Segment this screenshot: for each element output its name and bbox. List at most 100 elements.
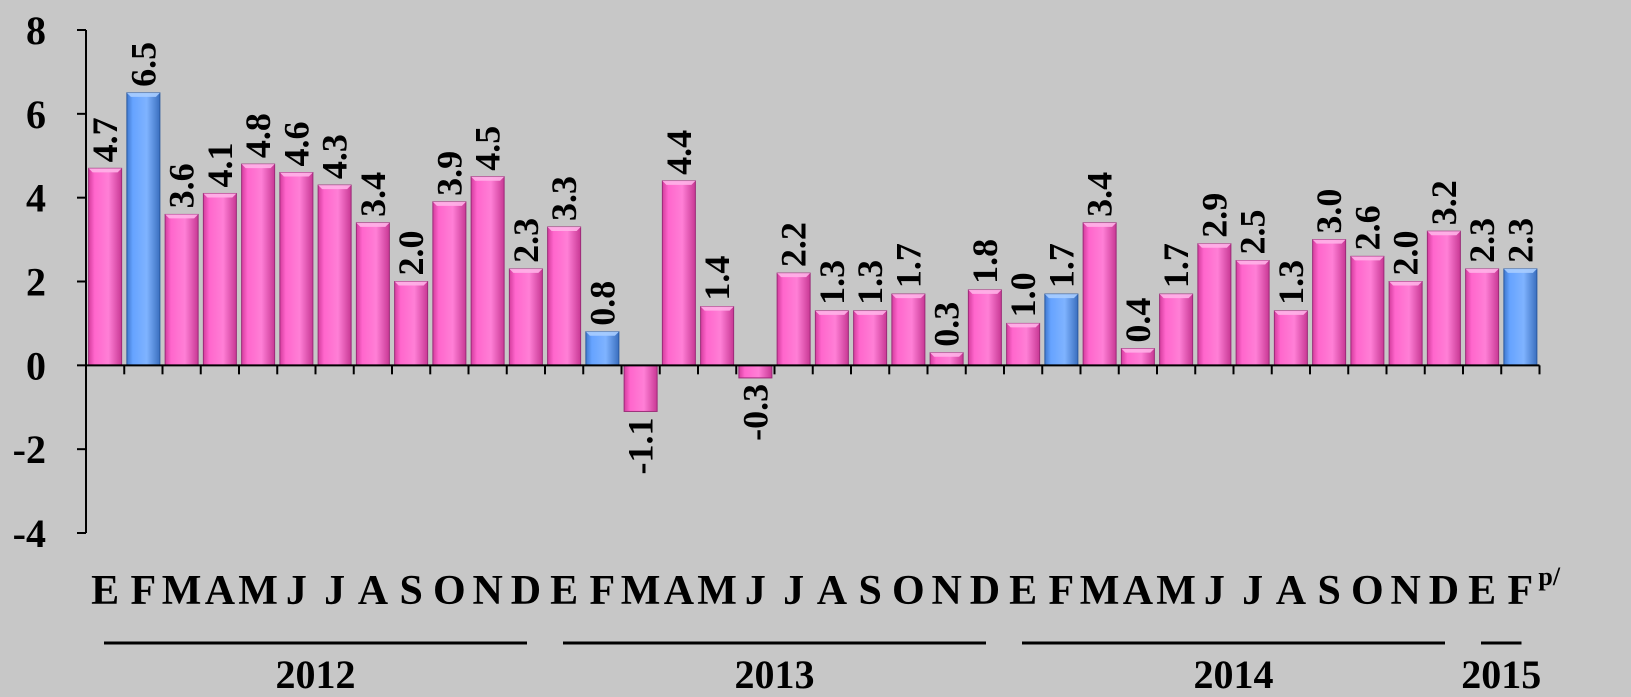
bar-top-bevel	[1006, 323, 1040, 328]
bar	[891, 293, 926, 366]
bar-top-bevel	[853, 310, 887, 315]
value-label: 4.5	[468, 126, 508, 171]
value-label: 2.0	[1386, 231, 1426, 276]
month-label: E	[1468, 568, 1496, 614]
bar	[1159, 293, 1194, 366]
bar-top-bevel	[662, 180, 696, 185]
value-label: 1.3	[850, 260, 890, 305]
bar-top-bevel	[471, 176, 505, 181]
value-label: 3.0	[1309, 189, 1349, 234]
bar	[1082, 222, 1117, 366]
bar	[164, 213, 199, 366]
value-label: 4.8	[238, 113, 278, 158]
month-label: M	[162, 568, 202, 614]
value-label: 4.7	[85, 117, 125, 162]
value-label: -1.1	[621, 417, 661, 474]
bar	[700, 306, 735, 366]
year-label: 2013	[735, 652, 815, 697]
value-label: 2.5	[1233, 210, 1273, 255]
value-label: 4.3	[315, 134, 355, 179]
month-label: E	[91, 568, 119, 614]
value-label: 3.4	[1080, 172, 1120, 217]
month-label: D	[970, 568, 1000, 614]
bar-highlighted	[126, 92, 161, 366]
bar-top-bevel	[394, 281, 428, 286]
month-label: F	[1049, 568, 1075, 614]
bar-top-bevel	[1044, 294, 1078, 299]
y-tick-label: -4	[13, 511, 46, 556]
bar	[279, 172, 314, 366]
bar	[1197, 243, 1232, 366]
value-label: 6.5	[123, 42, 163, 87]
y-tick-label: -2	[13, 427, 46, 472]
value-label: 1.4	[697, 256, 737, 301]
value-label: 3.4	[353, 172, 393, 217]
bar	[776, 272, 811, 366]
bar-top-bevel	[318, 185, 352, 190]
value-label: 0.3	[927, 302, 967, 347]
value-label: 0.4	[1118, 298, 1158, 343]
value-label: -0.3	[735, 384, 775, 441]
month-label: O	[1351, 568, 1384, 614]
bar	[317, 184, 352, 366]
value-label: 3.2	[1424, 180, 1464, 225]
month-label: J	[783, 568, 804, 614]
month-label: J	[286, 568, 307, 614]
value-label: 1.3	[1271, 260, 1311, 305]
month-label: D	[511, 568, 541, 614]
month-label: N	[931, 568, 961, 614]
bar-top-bevel	[1159, 294, 1193, 299]
year-label: 2014	[1194, 652, 1274, 697]
bars	[88, 92, 1538, 412]
bar-top-bevel	[930, 352, 964, 357]
bar	[88, 167, 123, 366]
bar-top-bevel	[968, 289, 1002, 294]
month-label: F	[590, 568, 616, 614]
x-axis	[85, 364, 1541, 375]
month-label: F	[131, 568, 157, 614]
value-label: 3.9	[429, 151, 469, 196]
month-label: J	[745, 568, 766, 614]
bar	[1235, 260, 1270, 366]
month-label: D	[1429, 568, 1459, 614]
value-label: 2.6	[1347, 205, 1387, 250]
bar-top-bevel	[777, 273, 811, 278]
month-label: N	[472, 568, 502, 614]
value-label: 4.1	[200, 142, 240, 187]
bar	[394, 281, 429, 366]
bar-top-bevel	[1312, 239, 1346, 244]
value-label: 3.6	[162, 163, 202, 208]
value-label: 2.2	[774, 222, 814, 267]
month-label: O	[433, 568, 466, 614]
bar-top-bevel	[279, 172, 313, 177]
bar	[1465, 268, 1500, 366]
bar-top-bevel	[165, 214, 199, 219]
bar-top-bevel	[1465, 268, 1499, 273]
bar-top-bevel	[585, 331, 619, 336]
value-label: 2.3	[1462, 218, 1502, 263]
month-label: S	[858, 568, 881, 614]
bar-top-bevel	[700, 306, 734, 311]
month-label: J	[1242, 568, 1263, 614]
month-label: S	[1317, 568, 1340, 614]
bar	[814, 310, 849, 366]
bar	[1312, 239, 1347, 366]
value-label: 2.0	[391, 231, 431, 276]
bar-top-bevel	[432, 201, 466, 206]
bar-top-bevel	[88, 168, 122, 173]
bar-highlighted	[1044, 293, 1079, 366]
month-label: O	[892, 568, 925, 614]
month-label: A	[664, 568, 695, 614]
month-label: M	[238, 568, 278, 614]
year-label: 2012	[276, 652, 356, 697]
month-label: A	[1276, 568, 1307, 614]
bar	[547, 226, 582, 366]
bar	[432, 201, 467, 366]
month-label: E	[550, 568, 578, 614]
bar-highlighted	[585, 331, 620, 366]
bar-top-bevel	[1197, 243, 1231, 248]
bar-top-bevel	[891, 294, 925, 299]
bar-top-bevel	[1389, 281, 1423, 286]
y-tick-label: 0	[26, 343, 46, 388]
